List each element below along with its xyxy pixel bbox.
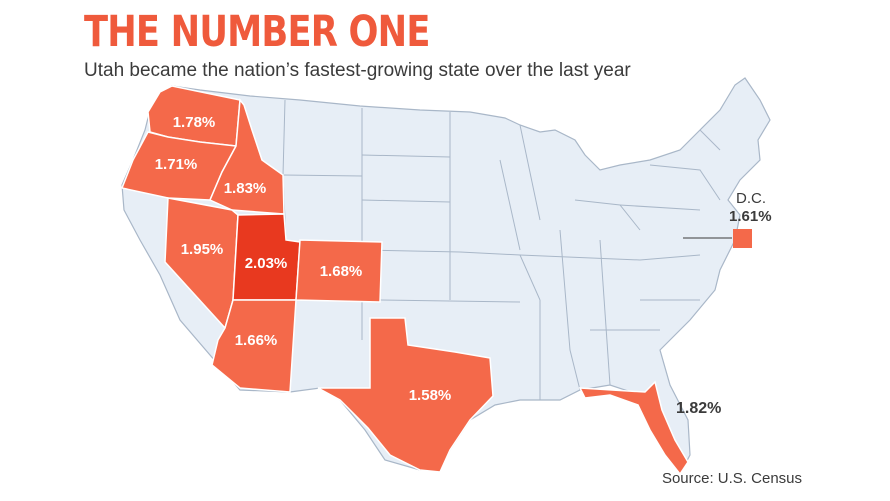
label-oregon: 1.71% — [155, 156, 198, 173]
label-idaho: 1.83% — [224, 180, 267, 197]
dc-value: 1.61% — [729, 208, 772, 225]
subtitle: Utah became the nation’s fastest-growing… — [84, 60, 631, 81]
state-texas — [317, 317, 494, 473]
state-colorado — [295, 239, 383, 303]
dc-label: D.C. — [736, 190, 766, 207]
label-arizona: 1.66% — [235, 332, 278, 349]
source-note: Source: U.S. Census — [661, 470, 802, 487]
label-washington: 1.78% — [173, 114, 216, 131]
label-florida: 1.82% — [676, 400, 722, 417]
state-arizona — [211, 299, 297, 393]
label-nevada: 1.95% — [181, 241, 224, 258]
label-texas: 1.58% — [409, 387, 452, 404]
label-colorado: 1.68% — [320, 263, 363, 280]
dc-marker — [733, 229, 752, 248]
label-utah: 2.03% — [245, 255, 288, 272]
state-florida — [578, 380, 689, 476]
page-title: THE NUMBER ONE — [84, 7, 430, 57]
